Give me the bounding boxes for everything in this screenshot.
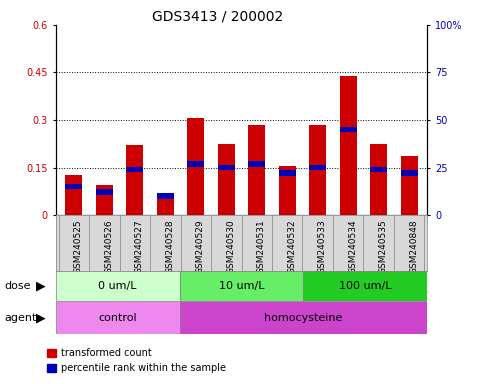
Bar (187, 118, 204, 215)
Bar (309, 125, 326, 215)
Bar (401, 170, 417, 176)
Bar (340, 127, 356, 132)
Bar (180, 301, 427, 334)
Text: GDS3413 / 200002: GDS3413 / 200002 (152, 10, 283, 23)
Text: GSM240535: GSM240535 (379, 220, 388, 274)
Bar (180, 271, 303, 301)
Bar (56, 301, 180, 334)
Text: GSM240527: GSM240527 (135, 220, 144, 274)
Bar (279, 166, 296, 215)
Text: ▶: ▶ (36, 311, 46, 324)
Bar (303, 271, 427, 301)
Legend: transformed count, percentile rank within the sample: transformed count, percentile rank withi… (43, 344, 230, 377)
Bar (66, 184, 82, 189)
Bar (370, 167, 387, 172)
Bar (401, 156, 417, 215)
Text: control: control (98, 313, 137, 323)
Text: ▶: ▶ (36, 280, 46, 293)
Bar (340, 76, 356, 215)
Bar (96, 189, 113, 195)
Text: GSM240526: GSM240526 (104, 220, 114, 274)
Bar (127, 146, 143, 215)
Text: GSM240531: GSM240531 (257, 220, 266, 274)
Bar (157, 193, 174, 199)
Bar (187, 161, 204, 167)
Bar (56, 271, 180, 301)
Bar (248, 161, 265, 167)
Bar (279, 170, 296, 176)
Text: 0 um/L: 0 um/L (98, 281, 137, 291)
Bar (66, 175, 82, 215)
Bar (96, 185, 113, 215)
Text: GSM240528: GSM240528 (165, 220, 174, 274)
Bar (218, 144, 235, 215)
Bar (218, 165, 235, 170)
Text: homocysteine: homocysteine (264, 313, 342, 323)
Bar (370, 144, 387, 215)
Text: GSM240532: GSM240532 (287, 220, 296, 274)
Text: agent: agent (5, 313, 37, 323)
Text: 100 um/L: 100 um/L (339, 281, 392, 291)
Bar (309, 165, 326, 170)
Text: GSM240529: GSM240529 (196, 220, 205, 274)
Bar (157, 194, 174, 215)
Text: GSM240534: GSM240534 (348, 220, 357, 274)
Text: GSM240848: GSM240848 (409, 220, 418, 274)
Bar (127, 167, 143, 172)
Bar (248, 125, 265, 215)
Text: GSM240533: GSM240533 (318, 220, 327, 274)
Text: GSM240530: GSM240530 (226, 220, 235, 274)
Text: 10 um/L: 10 um/L (219, 281, 264, 291)
Text: dose: dose (5, 281, 31, 291)
Text: GSM240525: GSM240525 (74, 220, 83, 274)
